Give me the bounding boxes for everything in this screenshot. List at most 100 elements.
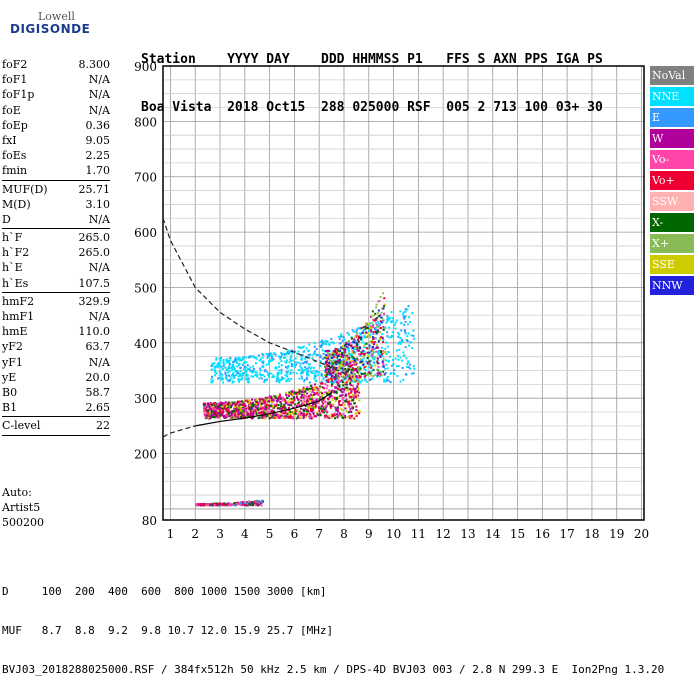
echo-point — [312, 415, 315, 418]
echo-point — [378, 375, 381, 378]
echo-point — [332, 351, 335, 354]
echo-point — [272, 415, 275, 418]
echo-point — [222, 403, 225, 406]
echo-point — [344, 349, 347, 352]
echo-point — [313, 360, 316, 363]
echo-point — [227, 501, 230, 504]
echo-point — [212, 407, 215, 410]
echo-point — [294, 350, 297, 353]
station-header: Station YYYY DAY DDD HHMMSS P1 FFS S AXN… — [141, 20, 603, 132]
echo-point — [289, 401, 292, 404]
echo-point — [313, 388, 316, 391]
echo-point — [213, 502, 216, 505]
echo-point — [346, 370, 349, 373]
echo-point — [306, 388, 309, 391]
echo-point — [371, 341, 374, 344]
echo-point — [291, 352, 294, 355]
echo-point — [359, 371, 362, 374]
echo-point — [281, 354, 284, 357]
echo-point — [390, 311, 393, 314]
echo-point — [324, 406, 327, 409]
echo-point — [377, 300, 380, 303]
echo-point — [398, 340, 401, 343]
echo-point — [317, 373, 320, 376]
legend-item: NoVal — [650, 66, 694, 85]
echo-point — [357, 326, 360, 329]
echo-point — [347, 373, 350, 376]
echo-point — [303, 392, 306, 395]
echo-point — [326, 352, 329, 355]
echo-point — [353, 402, 356, 405]
echo-point — [344, 363, 347, 366]
echo-point — [233, 410, 236, 413]
echo-point — [284, 398, 287, 401]
lowell-logo-text: Lowell — [38, 10, 75, 23]
echo-point — [334, 417, 337, 420]
echo-point — [358, 391, 361, 394]
echo-point — [258, 398, 261, 401]
param-label: foF2 — [2, 58, 28, 71]
echo-point — [313, 393, 316, 396]
echo-point — [258, 416, 261, 419]
echo-point — [342, 351, 345, 354]
echo-point — [310, 371, 313, 374]
echo-point — [357, 412, 360, 415]
echo-point — [236, 370, 239, 373]
echo-point — [228, 504, 231, 507]
echo-point — [326, 368, 329, 371]
echo-point — [311, 398, 314, 401]
echo-point — [357, 366, 360, 369]
echo-point — [247, 377, 250, 380]
echo-point — [218, 410, 221, 413]
echo-point — [386, 379, 389, 382]
echo-point — [347, 403, 350, 406]
echo-point — [221, 378, 224, 381]
echo-point — [330, 391, 333, 394]
echo-point — [251, 398, 254, 401]
echo-point — [355, 376, 358, 379]
echo-point — [346, 415, 349, 418]
param-label: MUF(D) — [2, 182, 48, 196]
echo-point — [304, 366, 307, 369]
echo-point — [326, 384, 329, 387]
echo-point — [367, 324, 370, 327]
echo-point — [336, 374, 339, 377]
echo-point — [365, 365, 368, 368]
param-value: N/A — [88, 212, 110, 226]
echo-point — [219, 372, 222, 375]
echo-point — [410, 334, 413, 337]
echo-cluster — [210, 305, 416, 384]
echo-point — [349, 384, 352, 387]
echo-point — [252, 369, 255, 372]
echo-point — [398, 333, 401, 336]
echo-point — [379, 355, 382, 358]
echo-point — [319, 396, 322, 399]
echo-point — [312, 408, 315, 411]
echo-point — [376, 323, 379, 326]
echo-point — [363, 346, 366, 349]
echo-point — [233, 417, 236, 420]
echo-point — [324, 414, 327, 417]
echo-point — [380, 370, 383, 373]
param-label: foE — [2, 103, 21, 117]
echo-point — [239, 400, 242, 403]
echo-point — [296, 352, 299, 355]
echo-point — [229, 356, 232, 359]
param-label: foEs — [2, 149, 27, 163]
echo-point — [225, 374, 228, 377]
echo-point — [234, 403, 237, 406]
echo-point — [241, 403, 244, 406]
echo-point — [338, 352, 341, 355]
echo-point — [334, 370, 337, 373]
echo-point — [290, 393, 293, 396]
echo-point — [363, 352, 366, 355]
echo-point — [217, 377, 220, 380]
echo-point — [300, 357, 303, 360]
echo-point — [303, 387, 306, 390]
echo-point — [383, 305, 386, 308]
echo-point — [373, 347, 376, 350]
echo-point — [359, 337, 362, 340]
echo-point — [366, 347, 369, 350]
echo-point — [352, 352, 355, 355]
echo-point — [232, 366, 235, 369]
